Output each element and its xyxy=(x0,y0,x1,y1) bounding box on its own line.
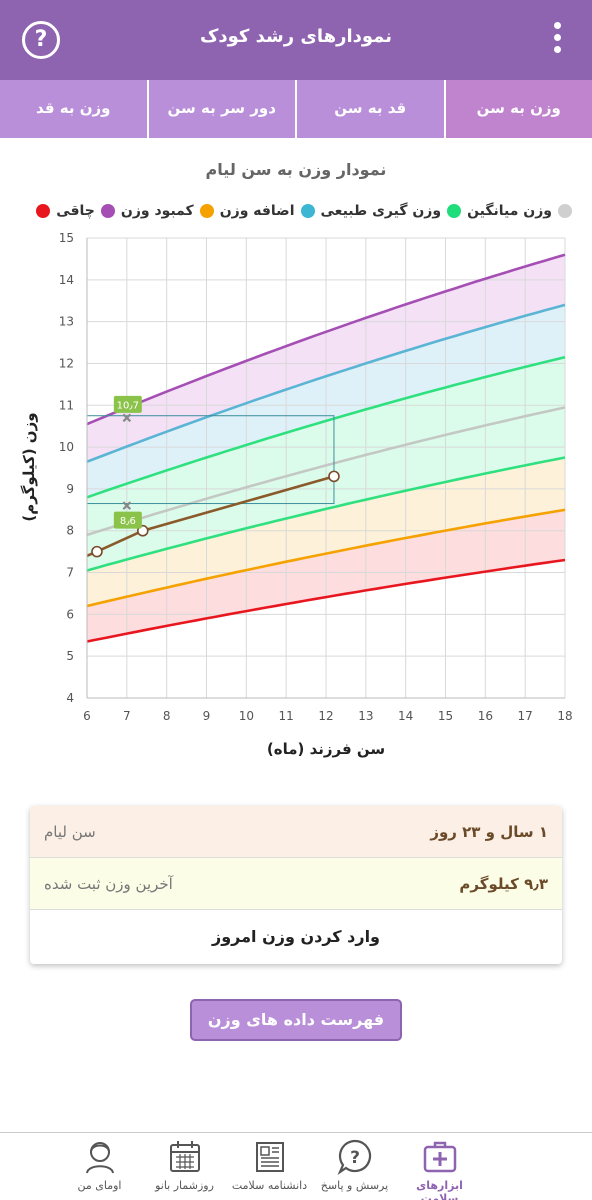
nav-label: ابزارهای سلامت xyxy=(416,1179,463,1200)
bottom-navigation: ابزارهای سلامت ? پرسش و پاسخ دانشنامه سل… xyxy=(0,1132,592,1200)
curve-severe xyxy=(86,558,566,643)
marker-label: 10٫7 xyxy=(117,400,139,411)
y-tick-label: 11 xyxy=(59,398,74,412)
legend-dot xyxy=(558,204,572,218)
x-tick-label: 9 xyxy=(203,709,211,723)
nav-encyclopedia[interactable]: دانشنامه سلامت xyxy=(227,1133,312,1200)
nav-label: اومای من xyxy=(77,1179,122,1192)
curve-median xyxy=(86,406,566,537)
x-tick-label: 14 xyxy=(398,709,413,723)
x-tick-label: 16 xyxy=(478,709,493,723)
x-tick-label: 10 xyxy=(239,709,254,723)
legend-dot xyxy=(447,204,462,218)
svg-text:?: ? xyxy=(350,1148,360,1168)
y-tick-label: 10 xyxy=(59,440,74,454)
x-tick-label: 7 xyxy=(123,709,131,723)
y-tick-label: 5 xyxy=(66,649,74,663)
legend-dot xyxy=(300,204,315,218)
child-weight-point xyxy=(328,470,340,483)
x-tick-label: 6 xyxy=(83,709,91,723)
nav-label: روزشمار بانو xyxy=(155,1179,214,1192)
weight-for-age-chart: 10٫7 8٫6 6 7 8 9 10 11 12 13 14 15 16 17 18 4 5 6 7 8 9 10 11… xyxy=(20,231,573,758)
page-title: نمودارهای رشد کودک xyxy=(199,26,393,47)
marker-label: 8٫6 xyxy=(120,516,136,527)
legend-label: وزن میانگین xyxy=(467,203,552,219)
curve-normal_lower xyxy=(86,456,566,572)
y-tick-label: 7 xyxy=(66,566,74,580)
curve-obese xyxy=(86,253,566,426)
nav-health-tools[interactable]: ابزارهای سلامت xyxy=(397,1133,482,1200)
last-weight-row: آخرین وزن ثبت شده ۹٫۳ کیلوگرم xyxy=(30,858,562,910)
app-bar: ? نمودارهای رشد کودک xyxy=(0,0,592,80)
nav-qa[interactable]: ? پرسش و پاسخ xyxy=(312,1133,397,1200)
x-tick-label: 12 xyxy=(318,709,333,723)
x-tick-label: 13 xyxy=(358,709,373,723)
nav-label: پرسش و پاسخ xyxy=(320,1179,389,1192)
curve-underweight xyxy=(86,508,566,608)
tab-weight-for-age[interactable]: وزن به سن xyxy=(443,80,592,138)
tab-height-for-age[interactable]: قد به سن xyxy=(295,80,444,138)
marker-x xyxy=(122,501,132,510)
legend-label: اضافه وزن xyxy=(219,203,295,219)
y-tick-label: 13 xyxy=(59,315,74,329)
last-weight-value: ۹٫۳ کیلوگرم xyxy=(459,874,548,893)
help-icon[interactable]: ? xyxy=(22,21,60,59)
legend-label: کمبود وزن xyxy=(120,203,194,219)
y-tick-label: 15 xyxy=(59,231,74,245)
legend-dot xyxy=(100,204,115,218)
x-tick-label: 8 xyxy=(163,709,171,723)
marker-badge xyxy=(113,511,142,529)
x-tick-label: 18 xyxy=(557,709,572,723)
chart-tabs: وزن به سن قد به سن دور سر به سن وزن به ق… xyxy=(0,80,592,138)
enter-today-weight-button[interactable]: وارد کردن وزن امروز xyxy=(212,927,380,946)
curve-overweight xyxy=(86,303,566,463)
chart-title: نمودار وزن به سن لیام xyxy=(205,160,387,179)
nav-calendar[interactable]: روزشمار بانو xyxy=(142,1133,227,1200)
x-tick-label: 11 xyxy=(279,709,294,723)
question-icon: ? xyxy=(337,1139,371,1175)
y-tick-label: 6 xyxy=(66,607,74,621)
age-value: ۱ سال و ۲۳ روز xyxy=(430,822,548,841)
tab-head-for-age[interactable]: دور سر به سن xyxy=(146,80,296,138)
woman-avatar-icon xyxy=(85,1142,114,1174)
x-tick-label: 17 xyxy=(518,709,533,723)
y-axis-label: وزن (کیلوگرم) xyxy=(20,412,38,521)
marker-badge xyxy=(113,395,142,413)
age-row: سن لیام ۱ سال و ۲۳ روز xyxy=(30,806,562,858)
medical-kit-icon xyxy=(423,1141,456,1173)
curve-normal_upper xyxy=(86,355,566,499)
y-tick-label: 8 xyxy=(66,524,74,538)
nav-my-profile[interactable]: اومای من xyxy=(57,1133,142,1200)
overflow-menu-icon[interactable] xyxy=(554,22,562,58)
legend-dot xyxy=(36,204,51,218)
x-tick-label: 15 xyxy=(438,709,453,723)
marker-x xyxy=(122,413,132,423)
legend-label: وزن گیری طبیعی xyxy=(320,203,442,219)
weight-data-list-button[interactable]: فهرست داده های وزن لیام xyxy=(190,999,402,1067)
y-tick-label: 12 xyxy=(59,356,74,370)
age-label: سن لیام xyxy=(44,822,96,841)
y-tick-label: 4 xyxy=(66,691,74,705)
chart-legend: چاقی کمبود وزن اضافه وزن وزن گیری طبیعی وزن … xyxy=(36,203,572,219)
calendar-icon xyxy=(169,1141,200,1172)
child-summary-card: سن لیام ۱ سال و ۲۳ روز آخرین وزن ثبت شده… xyxy=(30,806,562,964)
y-tick-label: 9 xyxy=(66,482,74,496)
y-tick-label: 14 xyxy=(59,273,74,287)
nav-label: دانشنامه سلامت xyxy=(231,1179,308,1192)
legend-label: چاقی xyxy=(56,203,95,219)
child-weight-point xyxy=(91,545,103,558)
tab-weight-for-height[interactable]: وزن به قد xyxy=(36,99,111,117)
x-axis-label: سن فرزند (ماه) xyxy=(267,740,385,758)
legend-dot xyxy=(199,204,214,218)
last-weight-label: آخرین وزن ثبت شده xyxy=(44,874,173,893)
newspaper-icon xyxy=(255,1142,284,1172)
